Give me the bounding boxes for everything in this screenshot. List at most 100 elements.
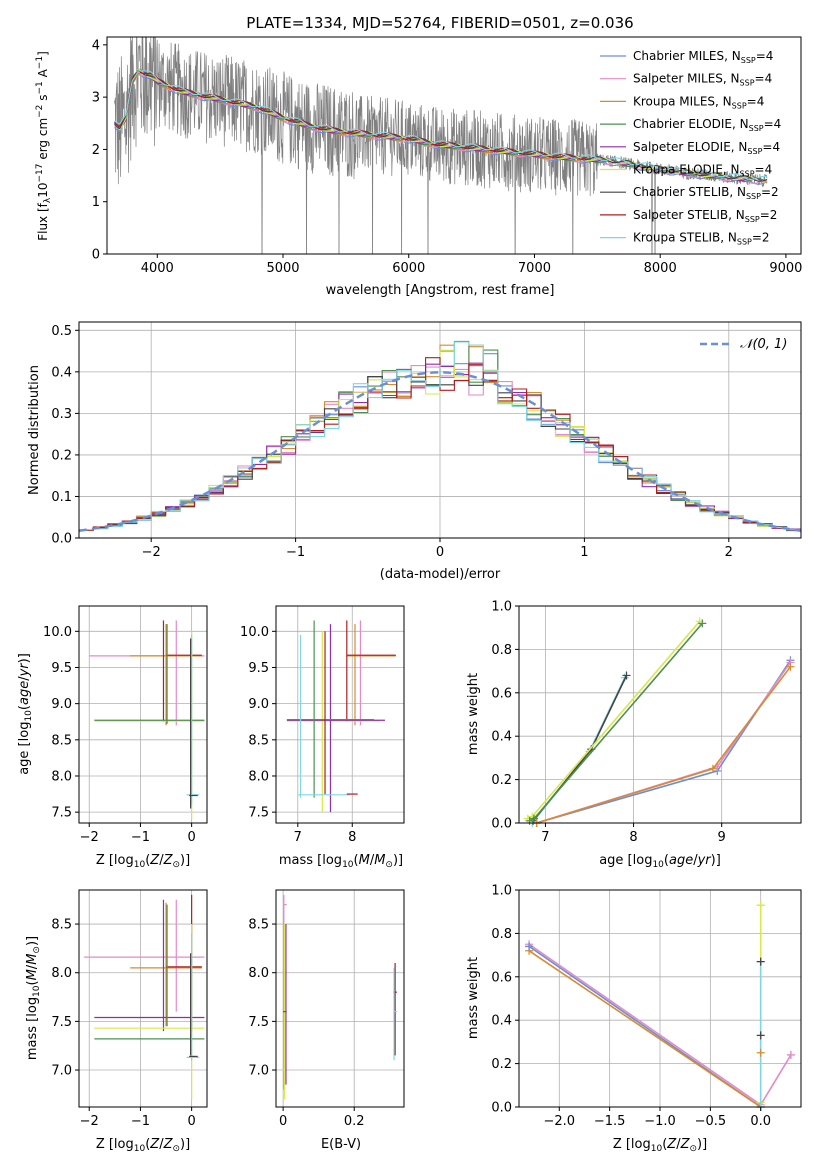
massweight-vs-age-xtick-label: 9 [718, 830, 726, 845]
massweight-vs-z-ticks: −2.0 −1.5 −1.0 −0.5 0.0 0.0 0.2 0.4 0.6 0.8 1.0 [491, 884, 771, 1130]
residual-ylabel: Normed distribution [27, 365, 42, 495]
residual-ytick-label: 0.2 [51, 448, 72, 463]
mass-vs-z-grid [79, 890, 207, 1107]
residual-panel: −2 −1 0 1 2 0.0 0.1 0.2 0.3 0.4 0.5 (data-model)/e… [27, 321, 802, 582]
mass-vs-z-ytick-label: 8.0 [51, 966, 72, 981]
age-vs-z-grid [79, 606, 207, 823]
age-vs-mass-ytick-label: 10.0 [240, 625, 269, 640]
age-vs-mass-ytick-label: 8.0 [248, 769, 269, 784]
age-vs-mass-ytick-label: 9.0 [248, 697, 269, 712]
model-spectrum-4 [114, 70, 768, 183]
residual-xtick-label: −1 [286, 545, 305, 560]
massweight-vs-age-ytick-label: 0.2 [491, 773, 512, 788]
mass-vs-z-xtick-label: −1 [131, 1114, 150, 1129]
age-vs-z-frame [78, 605, 208, 824]
massweight-vs-z-marker [786, 1050, 795, 1059]
age-vs-z-ytick-label: 8.0 [51, 769, 72, 784]
residual-xtick-label: 0 [436, 545, 444, 560]
massweight-vs-z-xtick-label: −1.5 [594, 1114, 626, 1129]
legend-entry: Chabrier ELODIE, NSSP=4 [633, 117, 781, 133]
residual-legend: 𝒩(0, 1) [700, 337, 787, 352]
mass-vs-z-ylabel: mass [log10(M/M⊙)] [25, 936, 42, 1060]
spectrum-panel: 4000 5000 6000 7000 8000 9000 0 1 2 3 4 wavelength… [35, 36, 802, 298]
age-vs-z-xtick-label: −1 [131, 830, 150, 845]
age-vs-mass-ytick-label: 9.5 [248, 661, 269, 676]
residual-xtick-label: 1 [580, 545, 588, 560]
spectrum-xtick-label: 7000 [518, 261, 551, 276]
massweight-vs-age-series-6 [536, 661, 792, 824]
massweight-vs-z-xtick-label: −0.5 [695, 1114, 727, 1129]
mass-vs-z-xlabel: Z [log10(Z/Z⊙)] [96, 1137, 190, 1154]
age-vs-mass-ytick-label: 8.5 [248, 733, 269, 748]
massweight-vs-z-xtick-label: −1.0 [644, 1114, 676, 1129]
massweight-vs-z-ytick-label: 0.8 [491, 927, 512, 942]
massweight-vs-age-point [622, 671, 631, 680]
massweight-vs-age-xlabel: age [log10(age/yr)] [599, 853, 721, 870]
mass-vs-z-xtick-label: 0 [187, 1114, 195, 1129]
massweight-vs-age-ytick-label: 0.4 [491, 730, 512, 745]
mass-vs-z-ticks: −2 −1 0 7.0 7.5 8.0 8.5 [51, 918, 195, 1129]
mass-vs-z-ytick-label: 8.5 [51, 918, 72, 933]
massweight-vs-z-marker [525, 942, 534, 951]
residual-ytick-label: 0.0 [51, 532, 72, 547]
mass-vs-z-ytick-label: 7.0 [51, 1064, 72, 1079]
massweight-vs-age-point [708, 764, 717, 773]
spectrum-xlabel: wavelength [Angstrom, rest frame] [326, 283, 555, 298]
massweight-vs-age-xtick-label: 8 [629, 830, 637, 845]
spectrum-ylabel: Flux [fλ10−17 erg cm−2 s−1 A−1] [35, 51, 53, 241]
spectrum-legend: Chabrier MILES, NSSP=4 Salpeter MILES, NS… [600, 49, 781, 247]
legend-entry: Kroupa ELODIE, NSSP=4 [633, 163, 772, 179]
spectrum-ytick-label: 0 [92, 248, 100, 263]
age-vs-z-xtick-label: −2 [80, 830, 99, 845]
age-vs-z-xtick-label: 0 [187, 830, 195, 845]
age-vs-z-panel: −2 −1 0 7.5 8.0 8.5 9.0 9.5 10.0 Z [log10(Z/Z⊙)]… [17, 605, 208, 870]
age-vs-z-ticks: −2 −1 0 7.5 8.0 8.5 9.0 9.5 10.0 [43, 625, 196, 845]
mass-vs-ebv-marks [283, 894, 397, 1100]
mass-vs-ebv-ytick-label: 8.0 [248, 966, 269, 981]
spectrum-ytick-label: 4 [92, 38, 100, 53]
massweight-vs-age-series-7 [536, 666, 792, 824]
legend-entry: Kroupa STELIB, NSSP=2 [633, 231, 770, 247]
residual-xtick-label: −2 [142, 545, 161, 560]
mass-vs-z-xtick-label: −2 [80, 1114, 99, 1129]
massweight-vs-age-point [529, 814, 538, 823]
massweight-vs-z-ytick-label: 0.2 [491, 1057, 512, 1072]
spectrum-xtick-label: 8000 [644, 261, 677, 276]
massweight-vs-age-series-3 [527, 620, 701, 820]
residual-ytick-label: 0.1 [51, 490, 72, 505]
massweight-vs-z-xtick-label: −2.0 [543, 1114, 575, 1129]
residual-ytick-label: 0.5 [51, 324, 72, 339]
massweight-vs-z-marker [756, 901, 765, 910]
massweight-vs-z-ytick-label: 0.6 [491, 970, 512, 985]
massweight-vs-z-marker [756, 1031, 765, 1040]
massweight-vs-z-grid [519, 889, 801, 1108]
massweight-vs-z-ytick-label: 0.4 [491, 1014, 512, 1029]
model-spectrum-7 [114, 69, 768, 182]
age-vs-mass-ytick-label: 7.5 [248, 806, 269, 821]
mass-vs-ebv-ytick-label: 7.0 [248, 1064, 269, 1079]
massweight-vs-age-series-5 [536, 659, 792, 824]
mass-vs-ebv-xlabel: E(B-V) [321, 1137, 361, 1152]
massweight-vs-age-ytick-label: 0.6 [491, 686, 512, 701]
age-vs-z-ytick-label: 8.5 [51, 733, 72, 748]
model-spectrum-8 [114, 70, 587, 160]
massweight-vs-age-xtick-label: 7 [541, 830, 549, 845]
legend-entry: Kroupa MILES, NSSP=4 [633, 94, 764, 110]
age-vs-mass-xlabel: mass [log10(M/M⊙)] [279, 853, 403, 870]
spectrum-ytick-label: 2 [92, 143, 100, 158]
mass-vs-z-frame [78, 889, 208, 1108]
residual-marks [79, 340, 801, 533]
spectrum-marks [114, 37, 768, 254]
massweight-vs-z-xtick-label: 0.0 [750, 1114, 771, 1129]
residual-xtick-label: 2 [725, 545, 733, 560]
mass-vs-ebv-ytick-label: 7.5 [248, 1015, 269, 1030]
massweight-vs-z-panel: −2.0 −1.5 −1.0 −0.5 0.0 0.0 0.2 0.4 0.6 0.8 1.0 Z … [466, 884, 802, 1154]
massweight-vs-age-ytick-label: 0.8 [491, 643, 512, 658]
age-vs-z-ytick-label: 10.0 [43, 625, 72, 640]
massweight-vs-z-ylabel: mass weight [466, 957, 481, 1039]
massweight-vs-age-panel: 7 8 9 0.0 0.2 0.4 0.6 0.8 1.0 age [log10(age/yr)… [466, 600, 802, 870]
massweight-vs-age-marks [523, 617, 795, 827]
mass-vs-ebv-xtick-label: 0.2 [344, 1114, 365, 1129]
age-vs-mass-xtick-label: 7 [294, 830, 302, 845]
spectrum-frame [106, 36, 802, 255]
